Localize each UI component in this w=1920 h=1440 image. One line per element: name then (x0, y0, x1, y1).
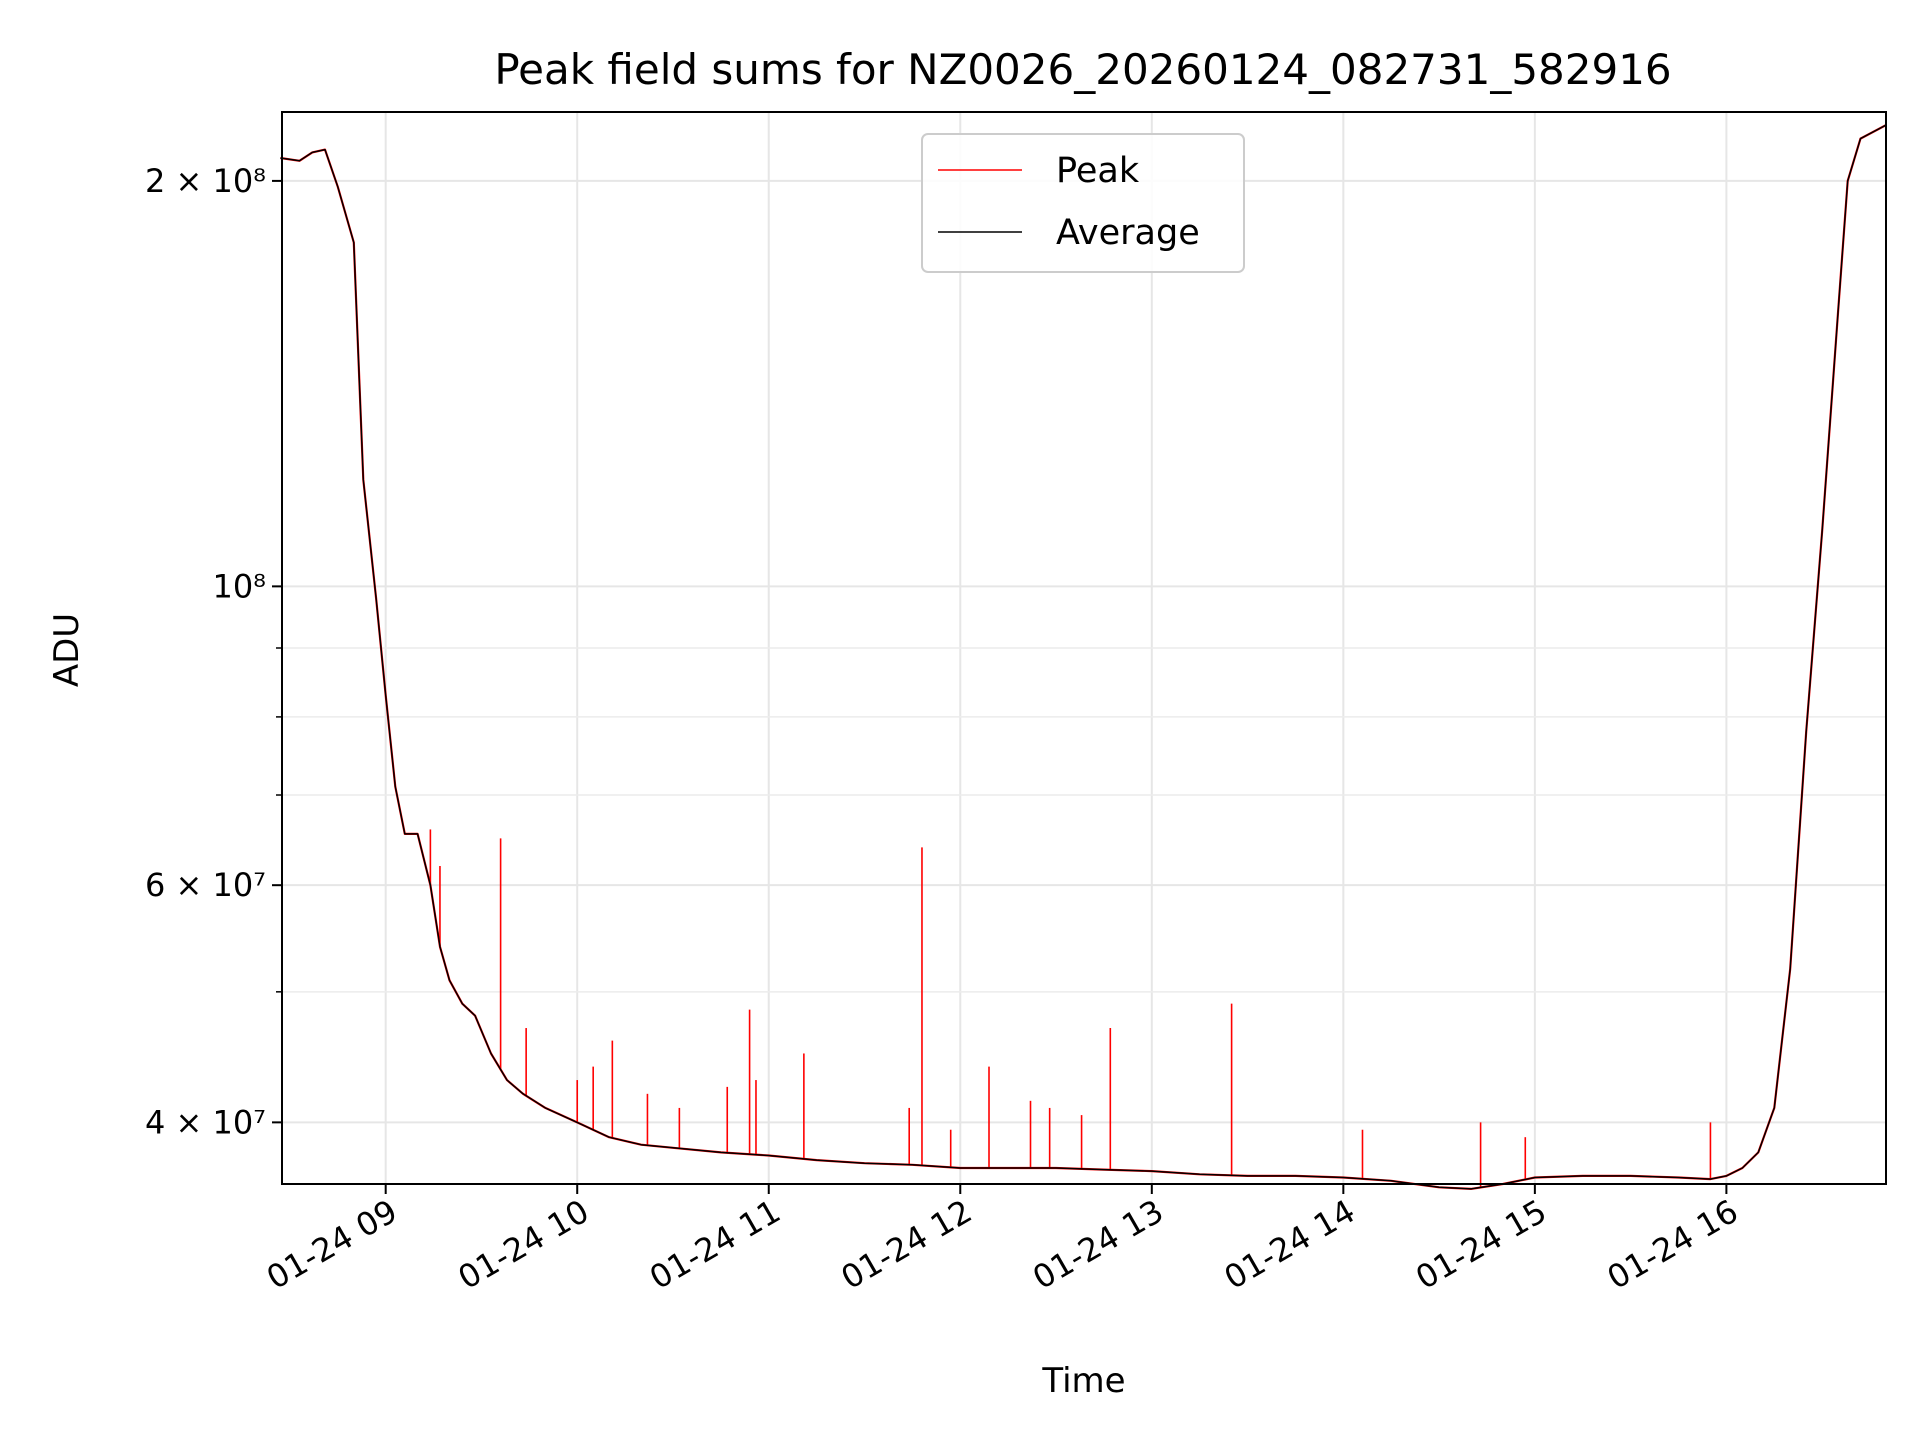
y-tick-label: 6 × 10⁷ (145, 866, 266, 904)
legend-box (921, 133, 1245, 273)
legend: Peak Average (921, 133, 1245, 273)
legend-peak-label: Peak (1056, 151, 1140, 191)
x-axis-label: Time (1041, 1361, 1125, 1401)
y-tick-label: 2 × 10⁸ (145, 162, 266, 200)
y-axis-label: ADU (47, 613, 87, 687)
legend-average-label: Average (1056, 213, 1200, 253)
average-series (280, 124, 1887, 1190)
average-line (280, 124, 1887, 1190)
y-axis: 4 × 10⁷ 6 × 10⁷ 10⁸ 2 × 10⁸ (145, 162, 282, 1141)
chart-title: Peak field sums for NZ0026_20260124_0827… (494, 45, 1671, 94)
grid (282, 112, 1886, 1184)
y-tick-label: 10⁸ (212, 567, 266, 605)
y-tick-label: 4 × 10⁷ (145, 1103, 266, 1141)
